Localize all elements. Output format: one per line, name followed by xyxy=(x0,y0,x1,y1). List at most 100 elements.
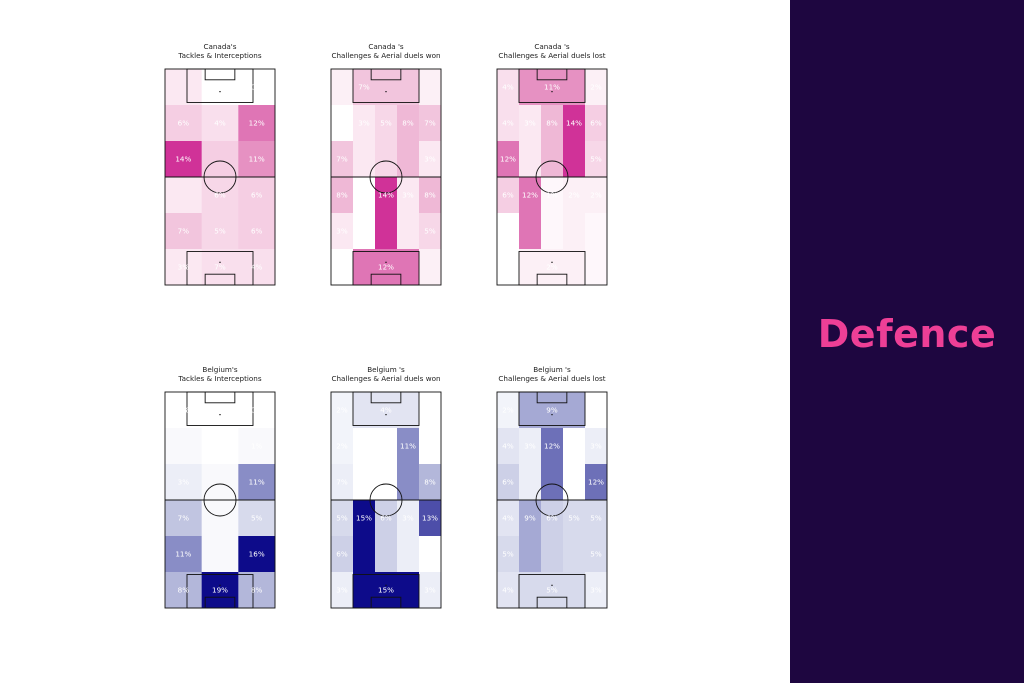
penalty-spot xyxy=(551,584,553,587)
cell-value-label: 3% xyxy=(402,514,414,523)
heatmap-cell xyxy=(165,572,202,609)
heatmap-cell xyxy=(397,536,420,573)
pitch-svg: 2% 4% 0% 2% 0% 11% 0% 7% 8% 5% 15% 6% 3% 13% 6% 0% 3% 15%… xyxy=(330,391,442,609)
chart-title: Canada 's Challenges & Aerial duels won xyxy=(286,42,486,60)
cell-value-label: 9% xyxy=(524,514,536,523)
heatmap-cell xyxy=(563,572,586,609)
heatmap-cell xyxy=(497,141,520,178)
heatmap-cell xyxy=(541,536,564,573)
heatmap-cell xyxy=(419,141,442,178)
heatmap-cell xyxy=(519,428,542,465)
cell-value-label: 12% xyxy=(522,191,538,200)
cell-value-label: 6% xyxy=(546,514,558,523)
chart-title-line: Canada 's xyxy=(368,42,404,51)
heatmap-cell xyxy=(497,392,520,429)
cell-value-label: 5% xyxy=(380,119,392,128)
heatmap-cell xyxy=(165,464,202,501)
heatmap-cell xyxy=(563,464,586,501)
heatmap-cell xyxy=(331,464,354,501)
heatmap-cell xyxy=(541,141,564,178)
chart-title-line: Challenges & Aerial duels lost xyxy=(498,374,606,383)
heatmap-cell xyxy=(397,141,420,178)
heatmap-cell xyxy=(563,500,586,537)
heatmap-cell xyxy=(238,428,276,465)
heatmap-cell xyxy=(375,536,398,573)
heatmap-cell xyxy=(541,213,564,250)
pitch-svg: 4% 11% 2% 4% 3% 8% 14% 6% 12% 5% 6% 12% 1% 2% 2% 0% 2% xyxy=(496,68,608,286)
heatmap-cell xyxy=(519,177,542,214)
chart-title: Belgium's Tackles & Interceptions xyxy=(120,365,320,383)
heatmap-cell xyxy=(375,249,398,286)
heatmap-cell xyxy=(397,500,420,537)
heatmap-cell xyxy=(353,249,376,286)
cell-value-label: 3% xyxy=(424,586,436,595)
heatmap-cell xyxy=(353,464,376,501)
cell-value-label: 3% xyxy=(336,586,348,595)
heatmap-cell xyxy=(497,464,520,501)
penalty-spot xyxy=(219,584,221,587)
chart-title: Belgium 's Challenges & Aerial duels won xyxy=(286,365,486,383)
cell-value-label: 2% xyxy=(336,442,348,451)
heatmap-cell xyxy=(331,177,354,214)
heatmap-cell xyxy=(585,141,608,178)
cell-value-label: 7% xyxy=(424,119,436,128)
heatmap-cell xyxy=(201,69,239,106)
cell-value-label: 11% xyxy=(544,83,560,92)
cell-value-label: 4% xyxy=(380,406,392,415)
heatmap-cell xyxy=(238,69,276,106)
cell-value-label: 14% xyxy=(566,119,582,128)
penalty-spot xyxy=(551,413,553,416)
centre-circle xyxy=(535,483,569,517)
heatmap-cell xyxy=(541,572,564,609)
cell-value-label: 2% xyxy=(502,406,514,415)
six-yard-box-top xyxy=(536,68,568,81)
cell-value-label: 14% xyxy=(378,191,394,200)
cell-value-label: 0% xyxy=(358,191,370,200)
cell-value-label: 12% xyxy=(249,119,265,128)
cell-value-label: 0% xyxy=(214,406,226,415)
heatmap-cell xyxy=(331,249,354,286)
heatmap-cell xyxy=(519,105,542,142)
heatmap-cell xyxy=(201,105,239,142)
heatmap-cell xyxy=(563,392,586,429)
cell-value-label: 7% xyxy=(336,155,348,164)
six-yard-box-top xyxy=(204,391,236,404)
cell-value-label: 0% xyxy=(424,442,436,451)
chart-title-line: Canada 's xyxy=(534,42,570,51)
penalty-spot xyxy=(219,413,221,416)
heatmap-cell xyxy=(331,141,354,178)
heatmap-cell xyxy=(353,69,376,106)
heatmap-cell xyxy=(165,213,202,250)
cell-value-label: 8% xyxy=(251,586,263,595)
heatmap-cell xyxy=(201,500,239,537)
chart-title: Canada 's Challenges & Aerial duels lost xyxy=(452,42,652,60)
heatmap-cell xyxy=(563,177,586,214)
cell-value-label: 14% xyxy=(175,155,191,164)
cell-value-label: 3% xyxy=(178,478,190,487)
cell-value-label: 4% xyxy=(251,263,263,272)
penalty-spot xyxy=(385,584,387,587)
heatmap-cell xyxy=(353,213,376,250)
cell-value-label: 12% xyxy=(588,478,604,487)
heatmap-cell xyxy=(331,500,354,537)
penalty-spot xyxy=(219,261,221,264)
six-yard-box-top xyxy=(370,68,402,81)
heatmap-cell xyxy=(585,464,608,501)
cell-value-label: 2% xyxy=(568,191,580,200)
cell-value-label: 5% xyxy=(251,514,263,523)
cell-value-label: 0% xyxy=(424,550,436,559)
cell-value-label: 12% xyxy=(544,442,560,451)
penalty-spot xyxy=(385,90,387,93)
heatmap-cell xyxy=(375,69,398,106)
heatmap-cell xyxy=(519,392,542,429)
cell-value-label: 4% xyxy=(502,514,514,523)
cell-value-label: 8% xyxy=(402,119,414,128)
heatmap-cell xyxy=(563,69,586,106)
cell-value-label: 7% xyxy=(336,478,348,487)
heatmap-cell xyxy=(563,428,586,465)
cell-value-label: 8% xyxy=(178,586,190,595)
heatmap-cell xyxy=(353,177,376,214)
heatmap-cell xyxy=(497,572,520,609)
heatmap-cell xyxy=(397,428,420,465)
heatmap-cell xyxy=(238,536,276,573)
